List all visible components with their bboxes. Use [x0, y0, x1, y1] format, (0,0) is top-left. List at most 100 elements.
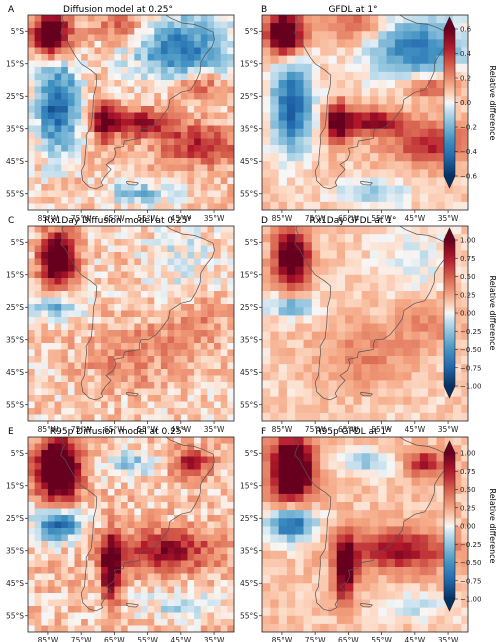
- heatmap-cell: [101, 606, 109, 613]
- heatmap-cell: [328, 469, 338, 479]
- heatmap-cell: [87, 343, 95, 350]
- heatmap-cell: [67, 125, 75, 133]
- heatmap-cell: [107, 297, 115, 305]
- heatmap-cell: [311, 266, 321, 276]
- heatmap-cell: [74, 125, 82, 133]
- heatmap-cell: [74, 567, 82, 574]
- heatmap-cell: [74, 388, 82, 396]
- heatmap-cell: [187, 489, 195, 496]
- map-area: 85°W 75°W 65°W 55°W 45°W 35°W5°S15°S25°S35°S4…: [6, 225, 235, 434]
- heatmap-cell: [54, 356, 62, 363]
- heatmap-cell: [127, 86, 135, 94]
- heatmap-cell: [34, 184, 42, 191]
- heatmap-cell: [127, 132, 135, 139]
- heatmap-cell: [453, 242, 462, 251]
- heatmap-cell: [54, 197, 62, 204]
- heatmap-cell: [278, 437, 288, 446]
- heatmap-cell: [436, 242, 446, 251]
- heatmap-cell: [174, 619, 182, 626]
- heatmap-cell: [361, 250, 371, 259]
- heatmap-cell: [270, 558, 280, 568]
- heatmap-cell: [320, 55, 329, 65]
- heatmap-cell: [328, 623, 338, 632]
- heatmap-cell: [194, 47, 202, 55]
- heatmap-cell: [28, 60, 36, 68]
- heatmap-cell: [180, 534, 188, 542]
- heatmap-cell: [107, 362, 115, 370]
- heatmap-cell: [147, 554, 155, 561]
- heatmap-cell: [140, 252, 149, 259]
- heatmap-cell: [386, 339, 396, 349]
- heatmap-cell: [303, 477, 313, 487]
- heatmap-cell: [134, 508, 142, 516]
- heatmap-cell: [328, 112, 338, 122]
- heatmap-cell: [74, 226, 82, 233]
- heatmap-cell: [403, 80, 412, 89]
- heatmap-cell: [428, 185, 437, 195]
- heatmap-cell: [134, 184, 142, 191]
- heatmap-cell: [278, 575, 288, 584]
- heatmap-cell: [28, 203, 36, 210]
- heatmap-cell: [262, 323, 271, 333]
- heatmap-cell: [328, 339, 338, 349]
- heatmap-cell: [270, 185, 280, 195]
- heatmap-cell: [34, 21, 42, 29]
- heatmap-cell: [411, 145, 421, 154]
- heatmap-cell: [194, 304, 202, 311]
- heatmap-cell: [194, 343, 202, 350]
- heatmap-cell: [227, 304, 234, 311]
- heatmap-cell: [154, 265, 162, 272]
- heatmap-cell: [320, 185, 329, 195]
- heatmap-cell: [220, 151, 228, 159]
- heatmap-cell: [336, 388, 346, 398]
- heatmap-cell: [227, 463, 234, 470]
- heatmap-cell: [140, 401, 149, 409]
- heatmap-cell: [67, 560, 75, 568]
- heatmap-cell: [394, 169, 404, 178]
- heatmap-cell: [286, 250, 296, 259]
- heatmap-cell: [107, 541, 115, 548]
- heatmap-cell: [47, 567, 55, 574]
- heatmap-cell: [262, 120, 271, 130]
- heatmap-cell: [74, 151, 82, 159]
- heatmap-cell: [28, 67, 36, 74]
- heatmap-cell: [81, 138, 89, 146]
- heatmap-cell: [194, 197, 202, 204]
- heatmap-cell: [345, 88, 354, 97]
- colorbar-tick-label: −0.2: [460, 124, 477, 132]
- heatmap-cell: [121, 443, 129, 451]
- heatmap-cell: [453, 274, 462, 284]
- heatmap-cell: [167, 73, 175, 81]
- heatmap-cell: [101, 34, 109, 42]
- heatmap-cell: [270, 39, 280, 48]
- heatmap-cell: [140, 408, 149, 415]
- heatmap-cell: [34, 258, 42, 266]
- heatmap-cell: [94, 508, 102, 516]
- heatmap-cell: [378, 567, 387, 576]
- colorbar-tick-label: −0.75: [460, 577, 481, 585]
- heatmap-cell: [140, 297, 149, 305]
- heatmap-cell: [200, 93, 208, 100]
- heatmap-cell: [47, 369, 55, 376]
- heatmap-cell: [328, 23, 338, 32]
- heatmap-cell: [411, 623, 421, 632]
- heatmap-cell: [41, 67, 49, 74]
- heatmap-cell: [353, 323, 363, 333]
- heatmap-cell: [160, 177, 168, 185]
- heatmap-cell: [436, 177, 446, 187]
- x-tick-label: 35°W: [204, 636, 225, 642]
- heatmap-cell: [140, 106, 149, 113]
- heatmap-cell: [114, 138, 122, 146]
- heatmap-cell: [140, 151, 149, 159]
- heatmap-cell: [174, 67, 182, 74]
- heatmap-cell: [394, 193, 404, 203]
- heatmap-cell: [286, 477, 296, 487]
- heatmap-cell: [101, 67, 109, 74]
- heatmap-cell: [403, 388, 412, 398]
- heatmap-cell: [436, 437, 446, 446]
- heatmap-cell: [67, 343, 75, 350]
- heatmap-cell: [140, 534, 149, 542]
- heatmap-cell: [174, 369, 182, 376]
- heatmap-cell: [411, 469, 421, 479]
- heatmap-cell: [34, 239, 42, 246]
